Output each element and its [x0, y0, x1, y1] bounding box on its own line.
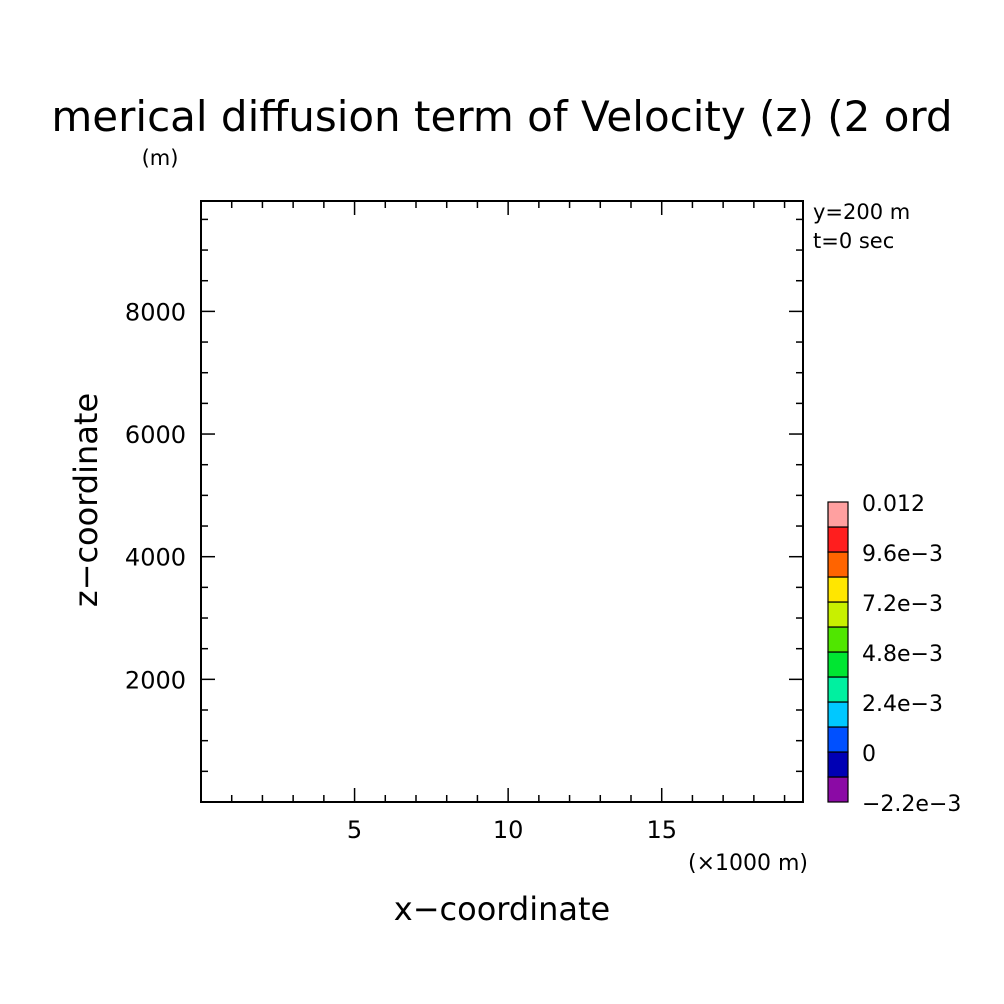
y-axis-unit: (m) [142, 146, 179, 170]
colorbar-swatch [827, 501, 849, 528]
y-tick-label: 4000 [125, 544, 186, 572]
chart-title: merical diffusion term of Velocity (z) (… [51, 92, 952, 141]
colorbar-swatch [827, 576, 849, 603]
colorbar-swatch [827, 676, 849, 703]
tick-marks [201, 201, 803, 802]
colorbar-label: 0 [862, 742, 876, 767]
y-tick-label: 8000 [125, 298, 186, 326]
colorbar-swatch [827, 751, 849, 778]
colorbar-label: −2.2e−3 [862, 792, 961, 817]
colorbar-swatch [827, 651, 849, 678]
annotation-t: t=0 sec [813, 229, 894, 253]
colorbar-swatch [827, 626, 849, 653]
x-axis-label: x−coordinate [394, 890, 610, 928]
y-tick-label: 2000 [125, 666, 186, 694]
colorbar-label: 9.6e−3 [862, 542, 943, 567]
colorbar-label: 4.8e−3 [862, 642, 943, 667]
colorbar-swatch [827, 701, 849, 728]
x-axis-unit: (×1000 m) [688, 851, 808, 876]
colorbar-swatch [827, 551, 849, 578]
y-axis-label: z−coordinate [67, 393, 105, 607]
colorbar-swatch [827, 776, 849, 803]
colorbar-label: 0.012 [862, 492, 925, 517]
x-tick-label: 10 [493, 816, 524, 844]
x-tick-label: 5 [347, 816, 362, 844]
colorbar: −2.2e−3 0 2.4e−3 4.8e−3 7.2e−3 9.6e−3 0.012 [827, 492, 961, 817]
colorbar-swatch [827, 526, 849, 553]
colorbar-label: 7.2e−3 [862, 592, 943, 617]
plot-frame [200, 200, 804, 803]
y-tick-label: 6000 [125, 421, 186, 449]
x-tick-label: 15 [646, 816, 677, 844]
plot-area: 5 10 15 2000 4000 6000 8000 [125, 200, 804, 844]
annotation-y: y=200 m [813, 200, 910, 224]
colorbar-swatch [827, 601, 849, 628]
colorbar-swatch [827, 726, 849, 753]
tick-labels: 5 10 15 2000 4000 6000 8000 [125, 298, 677, 844]
colorbar-label: 2.4e−3 [862, 692, 943, 717]
